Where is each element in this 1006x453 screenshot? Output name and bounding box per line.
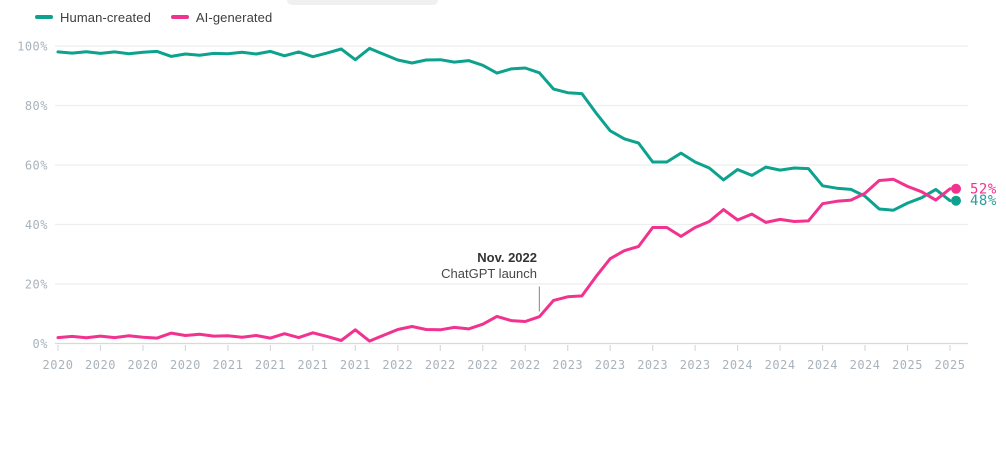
x-axis-label-10: 2022 [467,358,498,372]
x-axis-label-11: 2022 [510,358,541,372]
x-axis-label-18: 2024 [807,358,838,372]
x-axis-label-6: 2021 [297,358,328,372]
series-end-value-ai-generated: 52% [970,181,997,197]
x-axis-label-8: 2022 [382,358,413,372]
x-axis-label-15: 2023 [680,358,711,372]
series-line-ai-generated [56,177,952,343]
chatgpt-launch-annotation: Nov. 2022 ChatGPT launch [441,250,537,282]
x-axis-label-0: 2020 [43,358,74,372]
x-axis-label-21: 2025 [935,358,966,372]
x-axis-label-14: 2023 [637,358,668,372]
legend-label-human-created: Human-created [60,9,151,25]
chart-legend: Human-created AI-generated [35,8,272,26]
legend-item-human-created: Human-created [35,10,151,25]
series-end-dot-human-created [951,195,961,206]
x-axis-label-13: 2023 [595,358,626,372]
y-axis-label-0: 0% [33,337,49,351]
x-axis-label-19: 2024 [850,358,881,372]
x-axis-label-9: 2022 [425,358,456,372]
annotation-text: ChatGPT launch [441,266,537,281]
x-axis-label-4: 2021 [212,358,243,372]
x-axis-label-16: 2024 [722,358,753,372]
y-axis-label-20: 20% [25,278,48,292]
legend-swatch-ai-generated-icon [170,15,189,19]
y-axis-label-60: 60% [25,159,48,173]
series-line-human-created [56,46,952,212]
y-axis-label-40: 40% [25,218,48,232]
x-axis-label-17: 2024 [765,358,796,372]
legend-item-ai-generated: AI-generated [170,9,273,25]
x-axis-label-5: 2021 [255,358,286,372]
top-edge-artifact [287,0,438,5]
y-axis-label-100: 100% [17,40,48,54]
legend-swatch-human-created-icon [35,15,53,19]
legend-label-ai-generated: AI-generated [195,9,273,25]
x-axis-label-3: 2020 [170,358,201,372]
series-end-dot-ai-generated [951,183,961,194]
x-axis-label-2: 2020 [127,358,158,372]
x-axis-label-20: 2025 [892,358,923,372]
series-end-value-human-created: 48% [970,193,997,209]
annotation-date: Nov. 2022 [477,250,537,265]
y-axis-label-80: 80% [25,99,48,113]
x-axis-label-7: 2021 [340,358,371,372]
x-axis-label-1: 2020 [85,358,116,372]
x-axis-label-12: 2023 [552,358,583,372]
